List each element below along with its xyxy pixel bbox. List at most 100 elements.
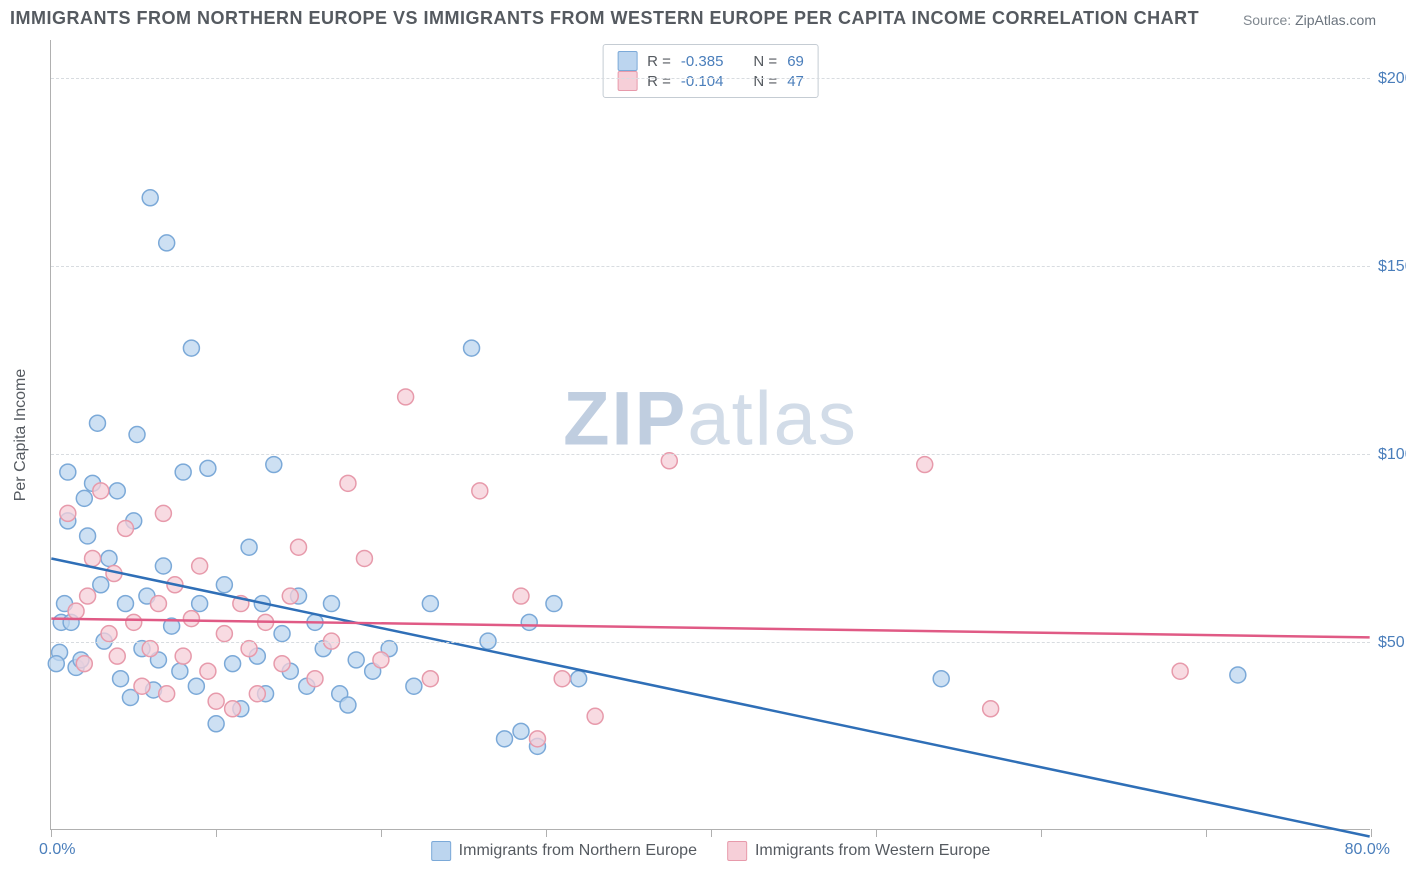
n-label: N =: [753, 73, 777, 90]
r-value: -0.385: [681, 53, 724, 70]
data-point: [513, 588, 529, 604]
data-point: [126, 614, 142, 630]
data-point: [307, 671, 323, 687]
data-point: [159, 235, 175, 251]
legend-swatch: [431, 841, 451, 861]
data-point: [464, 340, 480, 356]
grid-line: $150,000: [51, 266, 1370, 267]
n-value: 47: [787, 73, 804, 90]
data-point: [1230, 667, 1246, 683]
data-point: [406, 678, 422, 694]
data-point: [113, 671, 129, 687]
data-point: [291, 539, 307, 555]
data-point: [142, 641, 158, 657]
x-axis-min-label: 0.0%: [39, 841, 75, 859]
legend-swatch: [727, 841, 747, 861]
legend-stat-row: R =-0.104N =47: [617, 71, 804, 91]
source-value: ZipAtlas.com: [1295, 12, 1376, 28]
trend-line: [51, 619, 1369, 638]
data-point: [101, 550, 117, 566]
scatter-plot: [51, 40, 1370, 829]
legend-series: Immigrants from Northern Europe Immigrant…: [431, 841, 991, 861]
x-tick: [216, 829, 217, 837]
data-point: [134, 678, 150, 694]
data-point: [159, 686, 175, 702]
y-axis-title: Per Capita Income: [12, 368, 30, 501]
data-point: [422, 596, 438, 612]
data-point: [109, 648, 125, 664]
data-point: [129, 427, 145, 443]
data-point: [183, 340, 199, 356]
data-point: [85, 550, 101, 566]
data-point: [513, 723, 529, 739]
data-point: [68, 603, 84, 619]
data-point: [150, 596, 166, 612]
y-tick-label: $200,000: [1378, 70, 1406, 88]
data-point: [80, 588, 96, 604]
data-point: [109, 483, 125, 499]
data-point: [274, 656, 290, 672]
data-point: [340, 475, 356, 491]
data-point: [274, 626, 290, 642]
data-point: [282, 588, 298, 604]
data-point: [175, 648, 191, 664]
data-point: [48, 656, 64, 672]
data-point: [917, 457, 933, 473]
data-point: [80, 528, 96, 544]
data-point: [76, 656, 92, 672]
source-attribution: Source: ZipAtlas.com: [1243, 12, 1376, 28]
y-tick-label: $50,000: [1378, 634, 1406, 652]
x-tick: [1041, 829, 1042, 837]
data-point: [118, 596, 134, 612]
legend-stat-row: R =-0.385N =69: [617, 51, 804, 71]
grid-line: $200,000: [51, 78, 1370, 79]
data-point: [101, 626, 117, 642]
data-point: [266, 457, 282, 473]
chart-area: Per Capita Income ZIPatlas R =-0.385N =6…: [50, 40, 1370, 830]
data-point: [192, 558, 208, 574]
data-point: [118, 520, 134, 536]
x-tick: [381, 829, 382, 837]
grid-line: $100,000: [51, 454, 1370, 455]
y-tick-label: $100,000: [1378, 446, 1406, 464]
data-point: [554, 671, 570, 687]
data-point: [340, 697, 356, 713]
legend-swatch: [617, 71, 637, 91]
data-point: [200, 460, 216, 476]
data-point: [983, 701, 999, 717]
data-point: [241, 539, 257, 555]
grid-line: $50,000: [51, 642, 1370, 643]
data-point: [60, 464, 76, 480]
data-point: [216, 577, 232, 593]
data-point: [422, 671, 438, 687]
data-point: [76, 490, 92, 506]
data-point: [933, 671, 949, 687]
source-label: Source:: [1243, 12, 1291, 28]
data-point: [472, 483, 488, 499]
data-point: [188, 678, 204, 694]
legend-series-item: Immigrants from Western Europe: [727, 841, 990, 861]
data-point: [356, 550, 372, 566]
data-point: [323, 596, 339, 612]
data-point: [155, 505, 171, 521]
x-tick: [711, 829, 712, 837]
legend-stats: R =-0.385N =69R =-0.104N =47: [602, 44, 819, 98]
data-point: [661, 453, 677, 469]
legend-series-label: Immigrants from Northern Europe: [459, 842, 697, 860]
data-point: [497, 731, 513, 747]
data-point: [208, 716, 224, 732]
data-point: [200, 663, 216, 679]
legend-swatch: [617, 51, 637, 71]
x-axis-max-label: 80.0%: [1345, 841, 1390, 859]
data-point: [192, 596, 208, 612]
legend-series-label: Immigrants from Western Europe: [755, 842, 990, 860]
data-point: [521, 614, 537, 630]
data-point: [208, 693, 224, 709]
data-point: [183, 611, 199, 627]
data-point: [398, 389, 414, 405]
data-point: [587, 708, 603, 724]
data-point: [571, 671, 587, 687]
data-point: [155, 558, 171, 574]
data-point: [172, 663, 188, 679]
data-point: [93, 577, 109, 593]
